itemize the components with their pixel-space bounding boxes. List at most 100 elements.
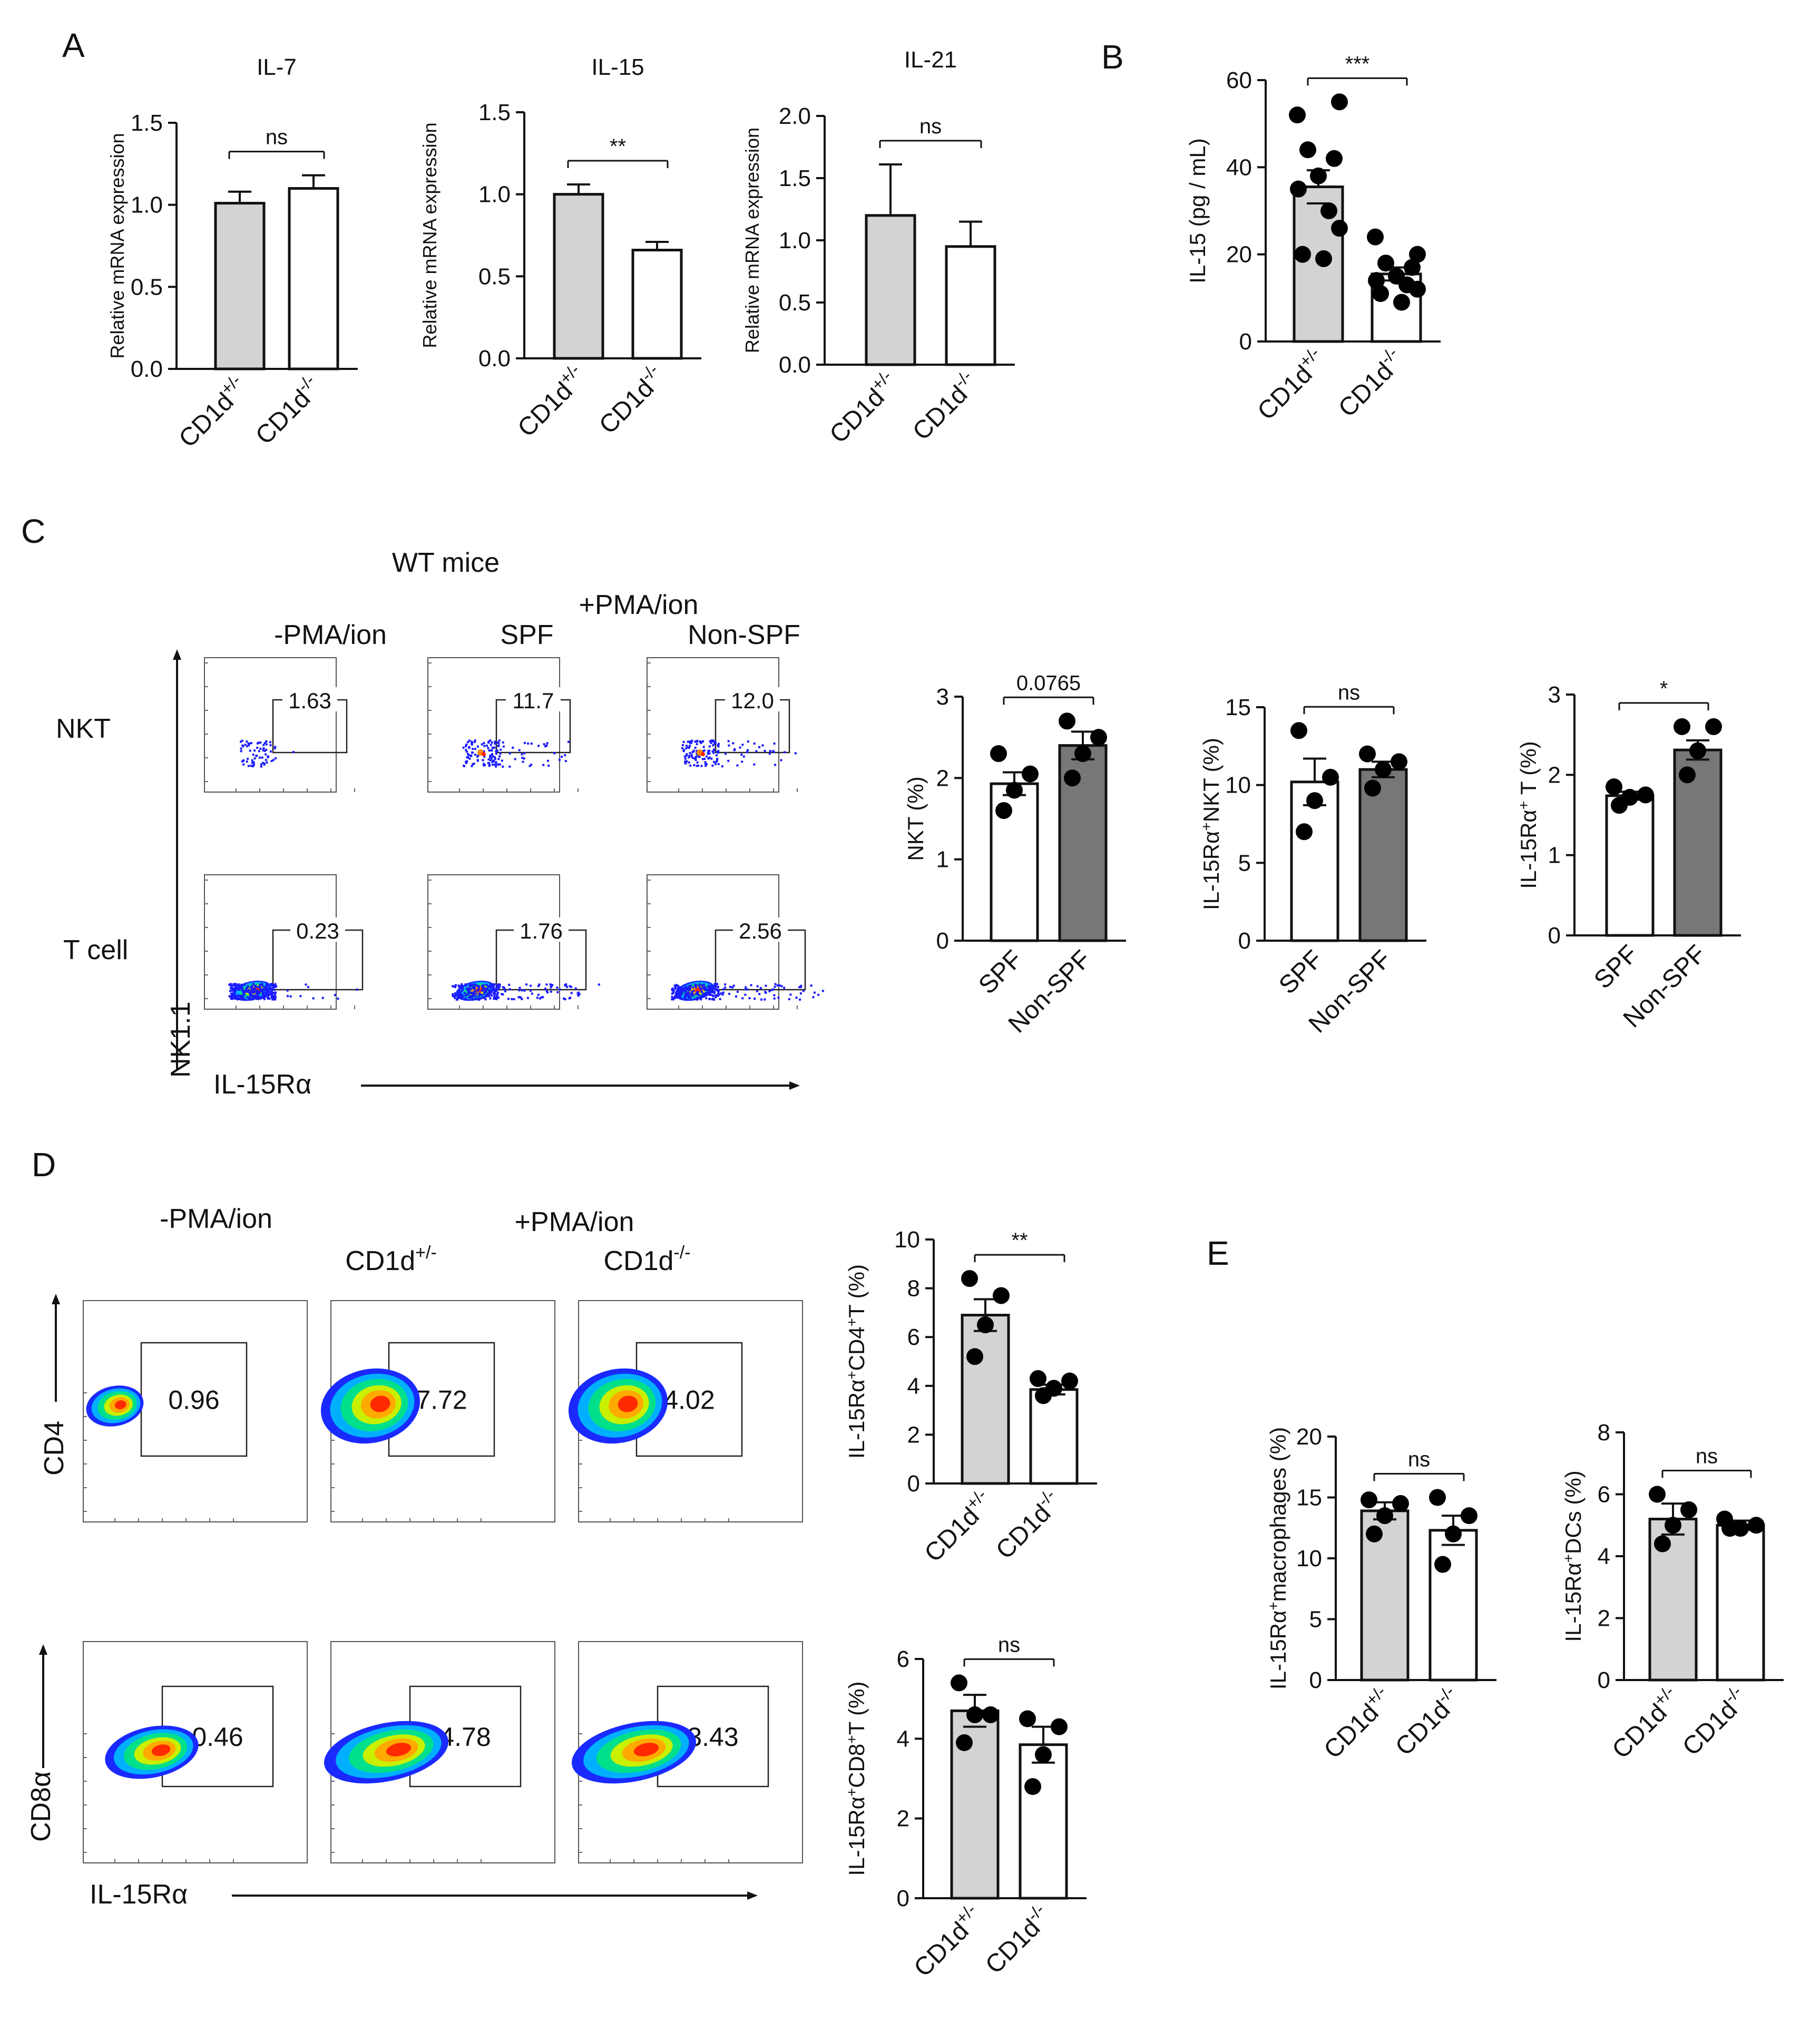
flow-event bbox=[496, 763, 498, 766]
flow-event bbox=[252, 765, 255, 768]
flow-event bbox=[691, 739, 693, 742]
flow-event bbox=[702, 995, 705, 998]
flow-density bbox=[370, 1395, 390, 1412]
flow-event bbox=[270, 760, 273, 763]
flow-event bbox=[267, 997, 269, 999]
flow-event bbox=[735, 995, 738, 998]
flow-event bbox=[497, 758, 500, 760]
flow-event bbox=[498, 763, 501, 766]
flow-event bbox=[716, 750, 718, 753]
flow-event bbox=[685, 747, 688, 750]
flow-event bbox=[495, 761, 497, 764]
flow-event bbox=[471, 751, 473, 754]
flow-event bbox=[714, 741, 717, 744]
flow-event bbox=[478, 994, 481, 997]
flow-event bbox=[504, 988, 506, 991]
flow-event bbox=[270, 990, 273, 993]
flow-event bbox=[483, 750, 485, 753]
panel-d-col-label: CD1d-/- bbox=[603, 1243, 690, 1276]
flow-event bbox=[241, 987, 243, 990]
flow-event bbox=[255, 984, 257, 987]
flow-event bbox=[471, 985, 473, 988]
flow-event bbox=[493, 756, 496, 759]
significance-label: ** bbox=[1011, 1229, 1028, 1252]
bar bbox=[288, 187, 339, 370]
flow-event bbox=[671, 989, 674, 991]
flow-event bbox=[256, 996, 259, 999]
flow-event bbox=[770, 989, 773, 991]
flow-event bbox=[672, 991, 674, 994]
y-axis-label: Relative mRNA expression bbox=[106, 133, 128, 358]
flow-event bbox=[688, 761, 690, 764]
flow-event bbox=[523, 757, 525, 760]
category-label: CD1d+/- bbox=[1316, 1682, 1398, 1764]
flow-event bbox=[490, 988, 493, 990]
flow-event bbox=[262, 744, 265, 746]
flow-event bbox=[810, 984, 813, 987]
flow-event bbox=[741, 760, 743, 763]
bar bbox=[945, 245, 996, 366]
category-label: CD1d+/- bbox=[906, 1900, 989, 1982]
flow-event bbox=[680, 988, 682, 990]
flow-event bbox=[470, 995, 473, 998]
flow-event bbox=[254, 987, 257, 990]
flow-event bbox=[753, 742, 756, 745]
flow-event bbox=[460, 994, 463, 997]
flow-event bbox=[705, 997, 708, 1000]
flow-event bbox=[821, 990, 824, 992]
flow-event bbox=[688, 997, 690, 999]
flow-density bbox=[114, 1400, 126, 1410]
flow-plot-frame bbox=[204, 657, 337, 793]
flow-event bbox=[710, 987, 713, 990]
flow-event bbox=[232, 987, 234, 990]
flow-event bbox=[244, 744, 247, 746]
flow-event bbox=[267, 994, 270, 997]
flow-event bbox=[240, 985, 243, 988]
flow-event bbox=[700, 988, 702, 991]
flow-event bbox=[574, 987, 577, 990]
flow-event bbox=[488, 994, 491, 997]
flow-event bbox=[814, 991, 816, 994]
data-point bbox=[1035, 1387, 1052, 1404]
flow-event bbox=[242, 745, 244, 748]
flow-event bbox=[717, 750, 720, 753]
flow-event bbox=[756, 985, 759, 988]
flow-event bbox=[690, 991, 693, 993]
flow-event bbox=[492, 992, 495, 995]
flow-event bbox=[485, 994, 488, 997]
flow-event bbox=[260, 765, 262, 768]
flow-event bbox=[772, 750, 775, 753]
flow-event bbox=[537, 985, 540, 988]
flow-event bbox=[682, 987, 684, 990]
flow-event bbox=[502, 993, 504, 996]
data-point bbox=[1299, 141, 1316, 159]
flow-event bbox=[702, 992, 705, 995]
flow-event bbox=[483, 755, 486, 758]
flow-gate-value: 0.96 bbox=[168, 1385, 219, 1415]
flow-event bbox=[718, 993, 720, 995]
flow-event bbox=[689, 740, 691, 743]
flow-event bbox=[531, 992, 533, 995]
flow-event bbox=[469, 988, 472, 991]
flow-event bbox=[508, 752, 511, 755]
flow-event bbox=[676, 994, 678, 997]
y-tick-label: 1.0 bbox=[779, 228, 811, 253]
significance-label: ns bbox=[1338, 681, 1360, 704]
y-tick-label: 1 bbox=[1548, 843, 1561, 868]
flow-event bbox=[467, 756, 469, 758]
flow-event bbox=[473, 763, 475, 765]
panel-d-x-label: IL-15Rα bbox=[90, 1879, 188, 1910]
flow-event bbox=[688, 994, 691, 997]
flow-event bbox=[773, 742, 776, 745]
data-point bbox=[1680, 1501, 1697, 1518]
flow-event bbox=[473, 741, 476, 744]
flow-event bbox=[527, 742, 530, 745]
y-tick-label: 0 bbox=[907, 1471, 920, 1497]
flow-event bbox=[705, 992, 708, 995]
panel-c-row-label: T cell bbox=[63, 935, 128, 965]
flow-gate-value: 7.72 bbox=[416, 1385, 467, 1415]
flow-event bbox=[334, 994, 336, 997]
flow-event bbox=[713, 743, 716, 745]
y-tick-label: 2 bbox=[936, 765, 949, 791]
flow-event bbox=[682, 740, 685, 743]
